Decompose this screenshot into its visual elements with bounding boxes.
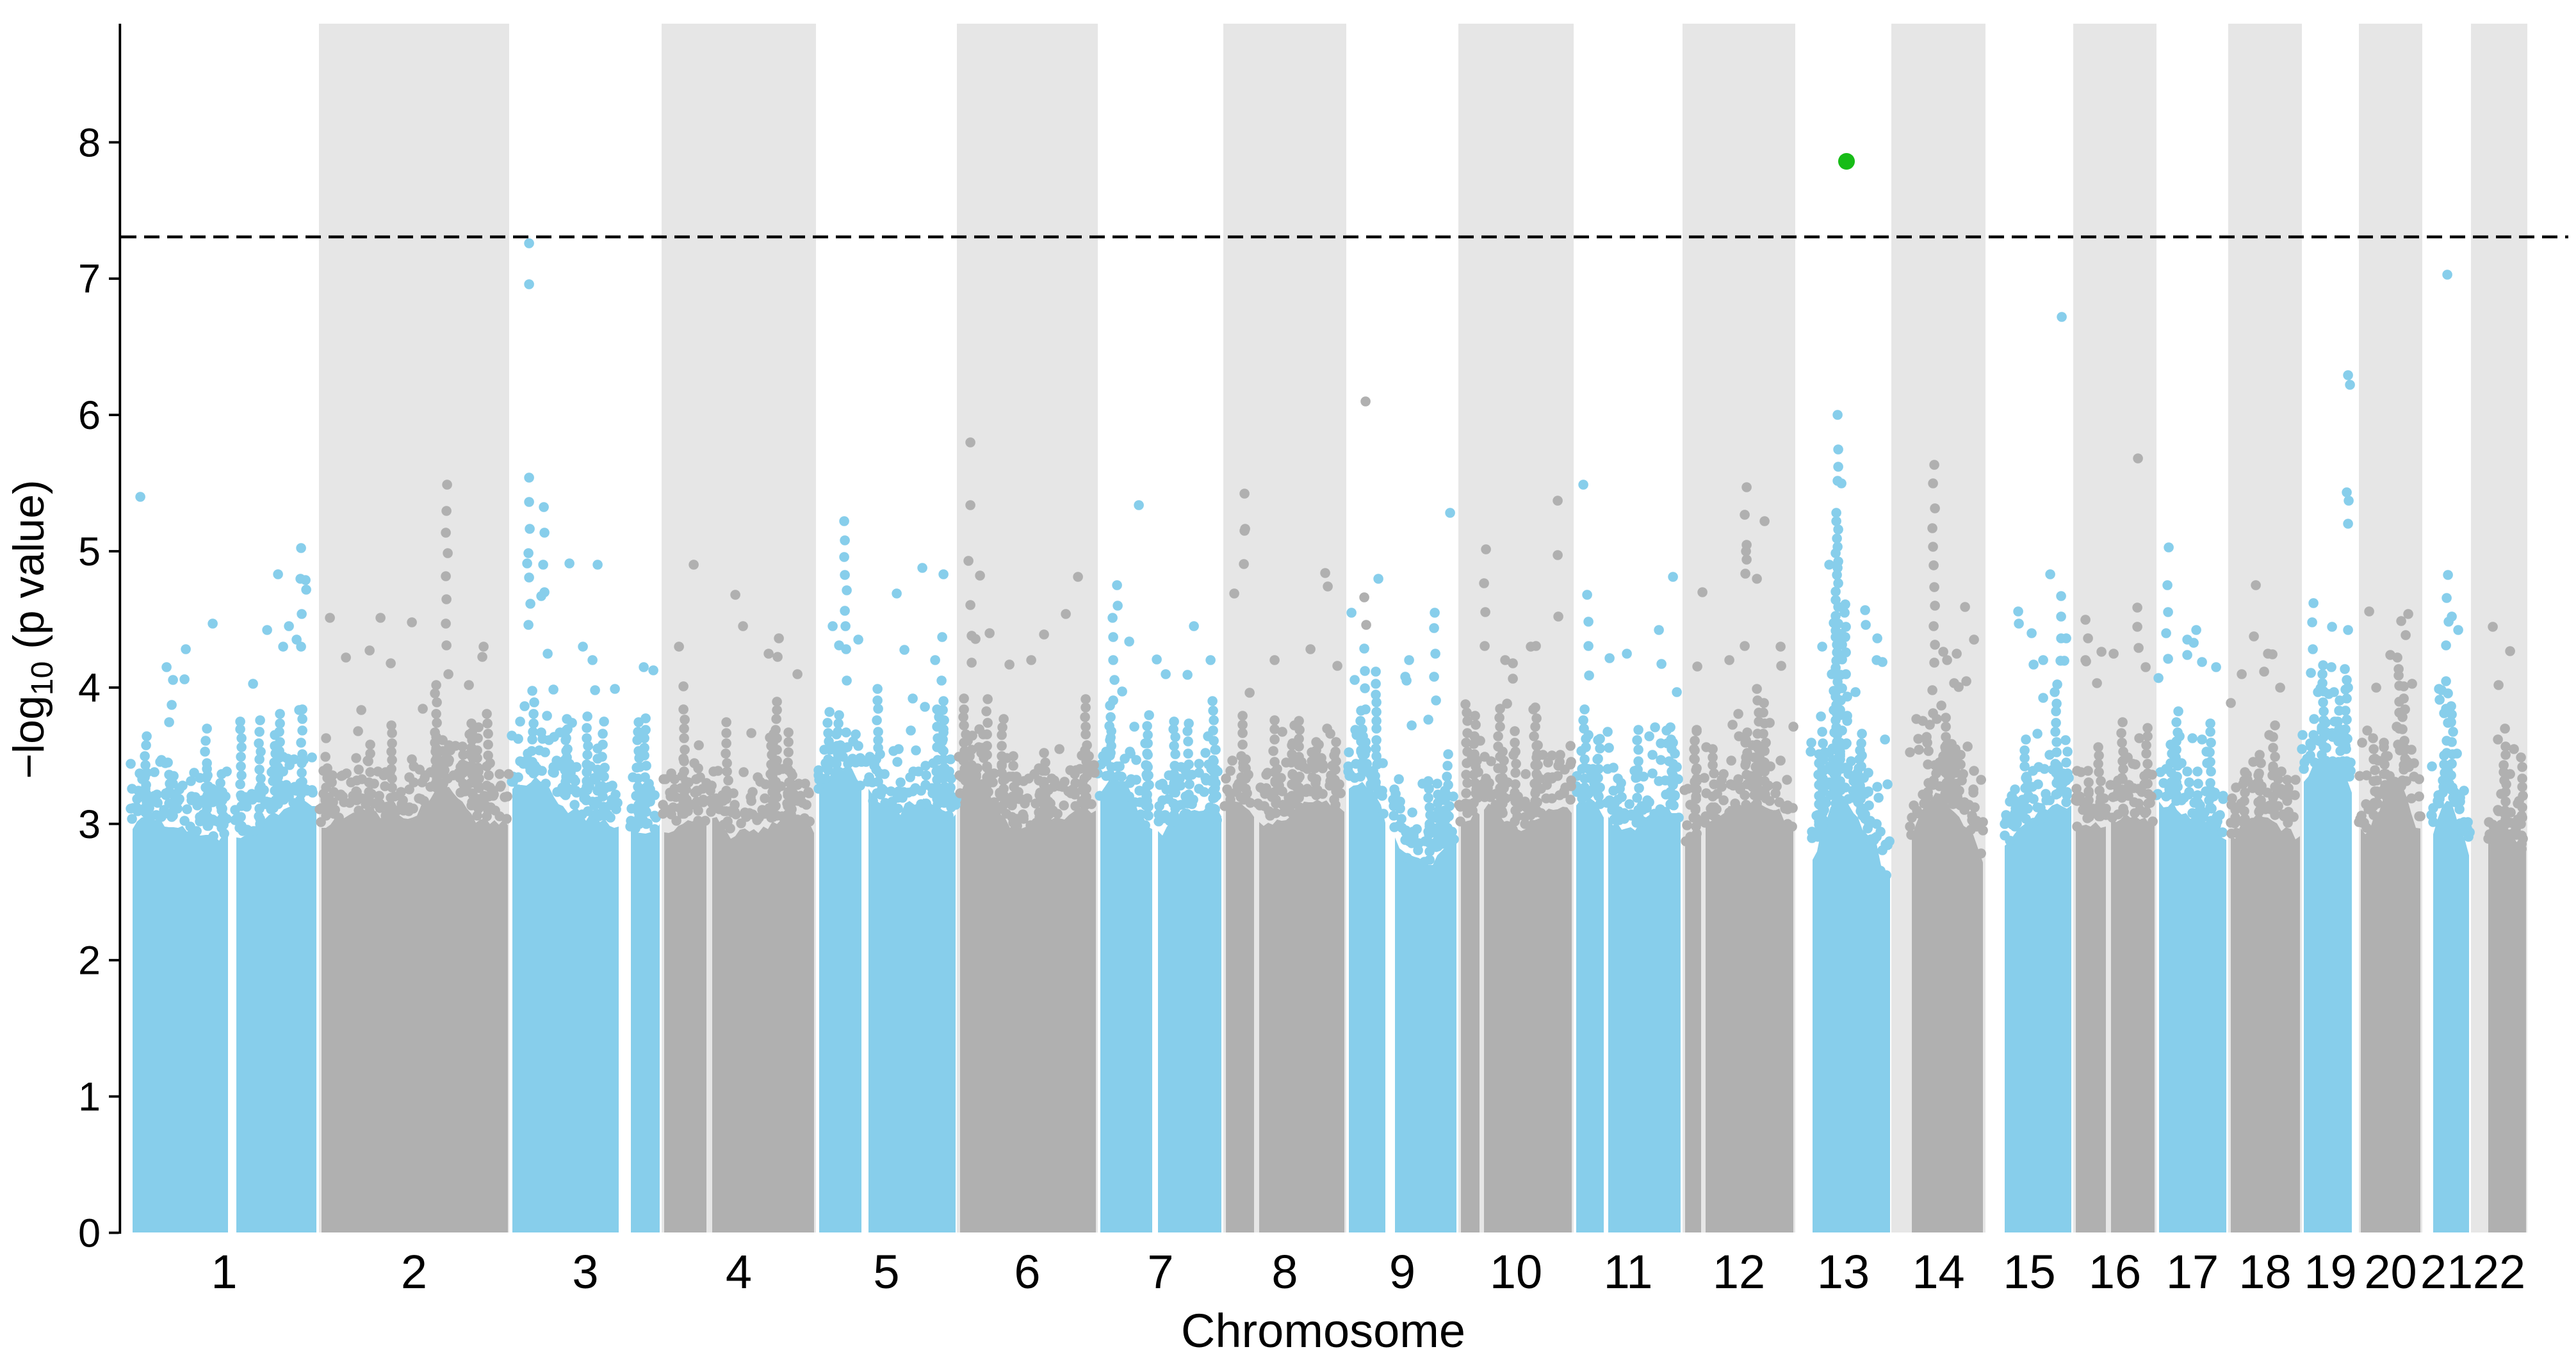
svg-text:7: 7 — [1147, 1245, 1173, 1298]
svg-text:5: 5 — [78, 529, 101, 574]
svg-text:8: 8 — [78, 120, 101, 165]
svg-text:16: 16 — [2089, 1245, 2141, 1298]
svg-text:5: 5 — [873, 1245, 899, 1298]
svg-text:Chromosome: Chromosome — [1181, 1304, 1465, 1357]
svg-text:6: 6 — [78, 393, 101, 438]
svg-text:4: 4 — [726, 1245, 752, 1298]
svg-text:2: 2 — [78, 939, 101, 983]
svg-text:13: 13 — [1817, 1245, 1870, 1298]
svg-text:11: 11 — [1604, 1245, 1653, 1298]
svg-text:22: 22 — [2473, 1245, 2525, 1298]
svg-text:4: 4 — [78, 666, 101, 711]
svg-text:8: 8 — [1271, 1245, 1298, 1298]
svg-text:9: 9 — [1389, 1245, 1415, 1298]
svg-text:10: 10 — [1490, 1245, 1542, 1298]
svg-text:0: 0 — [78, 1211, 101, 1256]
svg-text:17: 17 — [2166, 1245, 2219, 1298]
svg-text:3: 3 — [572, 1245, 598, 1298]
svg-text:21: 21 — [2420, 1245, 2473, 1298]
svg-text:12: 12 — [1713, 1245, 1765, 1298]
svg-text:3: 3 — [78, 802, 101, 847]
svg-text:15: 15 — [2003, 1245, 2055, 1298]
svg-text:6: 6 — [1014, 1245, 1040, 1298]
svg-text:14: 14 — [1912, 1245, 1964, 1298]
svg-text:1: 1 — [211, 1245, 237, 1298]
svg-text:1: 1 — [78, 1075, 101, 1120]
svg-text:20: 20 — [2364, 1245, 2417, 1298]
svg-text:7: 7 — [78, 257, 101, 302]
svg-text:−log10 (p value): −log10 (p value) — [4, 480, 60, 779]
svg-text:18: 18 — [2238, 1245, 2291, 1298]
svg-text:19: 19 — [2304, 1245, 2356, 1298]
svg-text:2: 2 — [401, 1245, 427, 1298]
